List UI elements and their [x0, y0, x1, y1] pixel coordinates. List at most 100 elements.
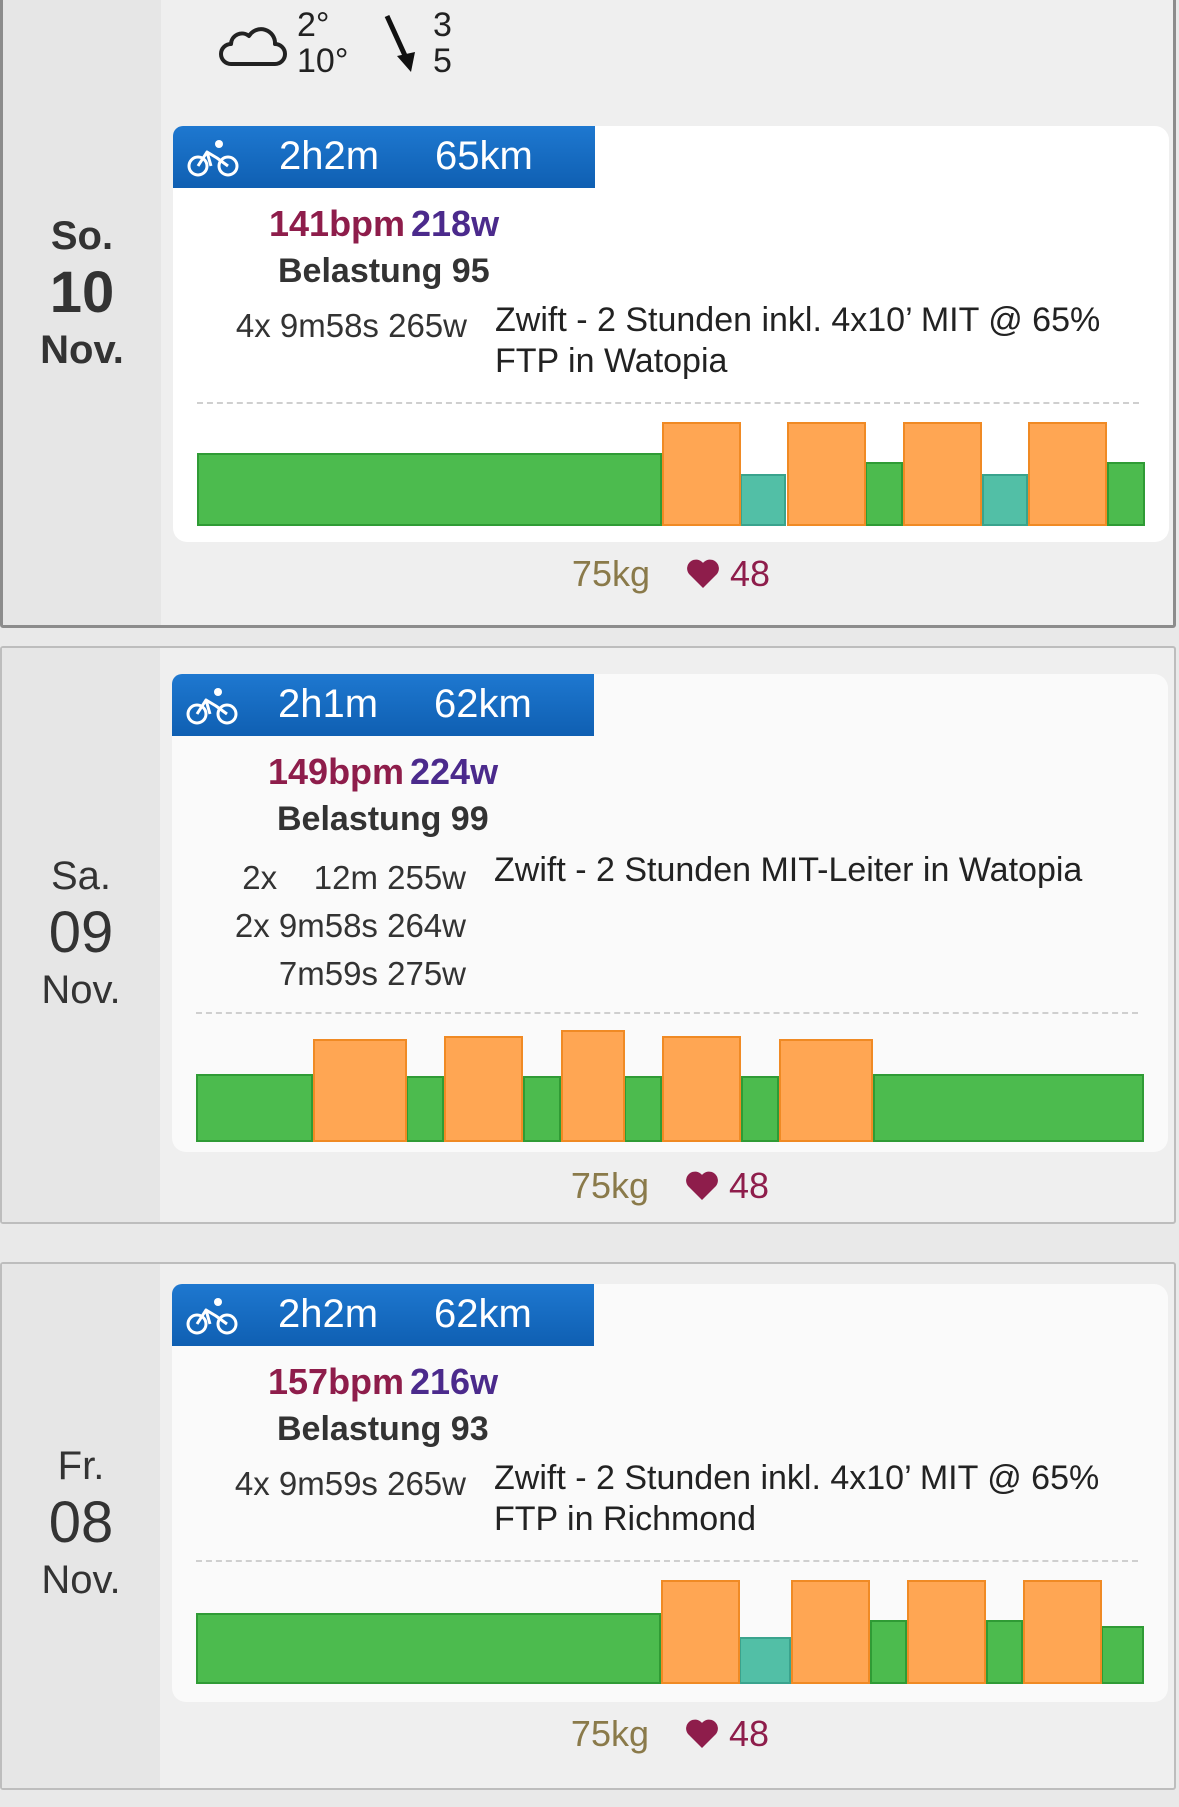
activity-header[interactable]: 2h2m 62km: [172, 1284, 594, 1346]
month: Nov.: [41, 968, 121, 1012]
month: Nov.: [41, 1558, 121, 1602]
weekday: So.: [50, 214, 114, 258]
power-zone-chart: [196, 1030, 1144, 1142]
zone-bar-green: [624, 1076, 662, 1142]
interval-line: 4x 9m59s 265w: [234, 1465, 466, 1502]
cloud-icon: [219, 27, 287, 66]
duration: 2h2m: [278, 1292, 379, 1336]
weight: 75kg: [570, 1713, 649, 1754]
training-load: Belastung 99: [277, 800, 489, 838]
interval-line: 7m59s 275w: [278, 955, 466, 992]
distance: 65km: [435, 134, 533, 178]
date-label: Fr. 08 Nov.: [2, 1442, 160, 1604]
day-card-2019-11-10[interactable]: So. 10 Nov. 2° 10° 3 5 2h2m 65km 141bpm …: [0, 0, 1176, 628]
wind-value-a: 3: [433, 6, 452, 44]
date-column: [2, 1264, 160, 1788]
avg-heart-rate: 149bpm: [268, 751, 405, 792]
weather-widget[interactable]: 2° 10° 3 5: [217, 6, 477, 86]
heart-icon: [686, 1171, 718, 1200]
workout-title[interactable]: Zwift - 2 Stunden inkl. 4x10’ MIT @ 65% …: [495, 301, 1101, 380]
avg-power: 224w: [410, 751, 499, 792]
avg-power: 216w: [410, 1361, 499, 1402]
zone-bar-green: [870, 1620, 907, 1684]
activity-header[interactable]: 2h2m 65km: [173, 126, 595, 188]
interval-summary: 4x 9m58s 265w: [197, 302, 467, 350]
zone-bar-green: [873, 1074, 1144, 1142]
day-number: 10: [49, 260, 115, 325]
divider: [197, 402, 1139, 404]
date-column: [3, 0, 161, 625]
temp-low: 2°: [297, 6, 330, 44]
workout-title[interactable]: Zwift - 2 Stunden inkl. 4x10’ MIT @ 65% …: [494, 1459, 1100, 1538]
avg-power: 218w: [411, 203, 500, 244]
bike-icon: [187, 140, 239, 177]
wind-value-b: 5: [433, 42, 452, 80]
training-load: Belastung 93: [277, 1410, 489, 1448]
activity-card[interactable]: 2h1m 62km 149bpm 224w Belastung 99 2x 12…: [172, 674, 1168, 1152]
resting-heart-rate: 48: [729, 1713, 770, 1754]
power-zone-chart: [197, 422, 1145, 526]
zone-bar-orange: [791, 1580, 870, 1684]
zone-bar-orange: [779, 1039, 873, 1142]
interval-summary: 4x 9m59s 265w: [196, 1460, 466, 1508]
avg-heart-rate: 141bpm: [269, 203, 406, 244]
weekday: Sa.: [50, 854, 112, 898]
avg-heart-rate: 157bpm: [268, 1361, 405, 1402]
divider: [196, 1012, 1138, 1014]
zone-bar-green: [1107, 462, 1145, 526]
zone-bar-teal: [739, 1637, 791, 1684]
zone-bar-orange: [662, 1036, 741, 1142]
day-number: 08: [48, 1490, 114, 1555]
duration: 2h2m: [279, 134, 380, 178]
zone-bar-teal: [740, 474, 786, 526]
zone-bar-green: [196, 1074, 313, 1142]
zone-bar-orange: [661, 1580, 740, 1684]
duration: 2h1m: [278, 682, 379, 726]
date-label: So. 10 Nov.: [3, 212, 161, 374]
zone-bar-orange: [1023, 1580, 1102, 1684]
interval-summary: 2x 12m 255w 2x 9m58s 264w 7m59s 275w: [196, 854, 466, 998]
zone-bar-orange: [903, 422, 982, 526]
workout-title[interactable]: Zwift - 2 Stunden MIT-Leiter in Watopia: [494, 851, 1083, 889]
zone-bar-orange: [444, 1036, 523, 1142]
interval-line: 2x 9m58s 264w: [234, 907, 466, 944]
training-load: Belastung 95: [278, 252, 490, 290]
distance: 62km: [434, 1292, 532, 1336]
heart-icon: [687, 559, 719, 588]
day-number: 09: [48, 900, 114, 965]
day-card-2019-11-09[interactable]: Sa. 09 Nov. 2h1m 62km 149bpm 224w Belast…: [0, 646, 1176, 1224]
power-zone-chart: [196, 1580, 1144, 1684]
zone-bar-orange: [787, 422, 866, 526]
weight: 75kg: [570, 1165, 649, 1206]
zone-bar-green: [197, 453, 662, 526]
temp-high: 10°: [297, 42, 349, 80]
date-column: [2, 648, 160, 1222]
zone-bar-green: [196, 1613, 661, 1684]
zone-bar-green: [406, 1076, 444, 1142]
zone-bar-orange: [1028, 422, 1107, 526]
distance: 62km: [434, 682, 532, 726]
month: Nov.: [40, 328, 124, 372]
bike-icon: [186, 688, 238, 725]
date-label: Sa. 09 Nov.: [2, 852, 160, 1014]
activity-card[interactable]: 2h2m 65km 141bpm 218w Belastung 95 4x 9m…: [173, 126, 1169, 542]
interval-line: 4x 9m58s 265w: [235, 307, 467, 344]
zone-bar-green: [523, 1076, 561, 1142]
bike-icon: [186, 1298, 238, 1335]
interval-line: 2x 12m 255w: [242, 859, 466, 896]
health-footer: 75kg 48: [173, 552, 1169, 596]
resting-heart-rate: 48: [729, 1165, 770, 1206]
zone-bar-green: [1101, 1626, 1144, 1684]
health-footer: 75kg 48: [172, 1164, 1168, 1208]
day-card-2019-11-08[interactable]: Fr. 08 Nov. 2h2m 62km 157bpm 216w Belast…: [0, 1262, 1176, 1790]
wind-arrow-icon: [384, 14, 415, 72]
weekday: Fr.: [57, 1444, 105, 1488]
activity-card[interactable]: 2h2m 62km 157bpm 216w Belastung 93 4x 9m…: [172, 1284, 1168, 1702]
zone-bar-orange: [662, 422, 741, 526]
zone-bar-green: [865, 462, 903, 526]
resting-heart-rate: 48: [730, 553, 771, 594]
activity-header[interactable]: 2h1m 62km: [172, 674, 594, 736]
zone-bar-orange: [561, 1030, 625, 1142]
zone-bar-green: [986, 1620, 1023, 1684]
health-footer: 75kg 48: [172, 1712, 1168, 1756]
